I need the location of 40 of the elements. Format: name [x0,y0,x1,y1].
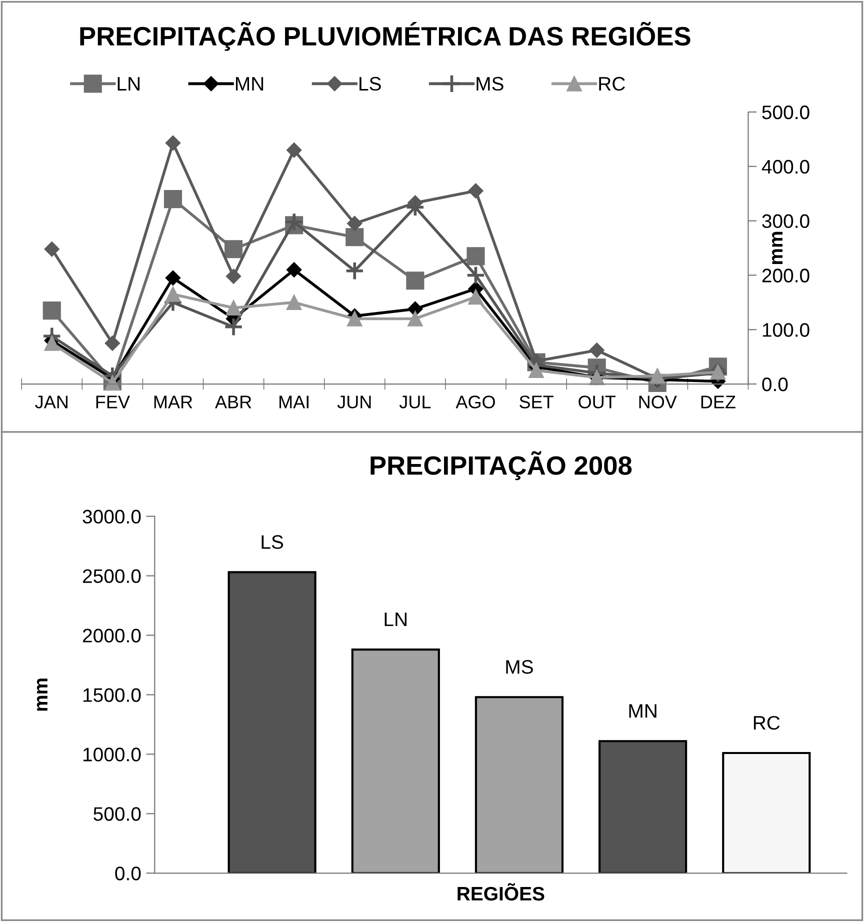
y-tick-label: 100.0 [762,323,810,337]
legend-label: MN [236,77,264,90]
x-tick-label: DEZ [701,396,736,408]
data-label: LN [384,612,406,626]
y-tick-label: 1000.0 [83,748,141,762]
y-tick-label: 3000.0 [82,510,141,524]
x-tick-label: MAR [154,396,192,408]
y-tick-label: 0.0 [762,377,788,392]
data-label: MN [629,704,656,718]
x-tick-label: NOV [639,396,677,408]
x-axis-title: REGIÕES [458,883,544,901]
y-axis-title: mm [772,232,782,264]
legend-label: LN [118,77,140,90]
x-tick-label: OUT [578,396,616,408]
x-tick-label: AGO [456,396,495,408]
chart-title: PRECIPITAÇÃO 2008 [370,451,632,480]
y-axis-title: mm [36,678,48,711]
y-tick-label: 500.0 [762,105,810,120]
y-tick-label: 1500.0 [83,688,141,702]
x-tick-label: MAI [280,396,308,408]
x-tick-label: JUL [399,396,431,408]
legend-label: RC [599,76,625,91]
legend-label: LS [360,76,381,91]
data-label: MS [506,660,533,674]
data-label: RC [754,716,780,730]
legend-label: MS [476,76,504,91]
chart-title: PRECIPITAÇÃO PLUVIOMÉTRICA DAS REGIÕES [80,22,690,51]
y-tick-label: 2000.0 [82,628,141,642]
data-label: LS [262,535,284,549]
y-tick-label: 300.0 [762,214,810,228]
x-tick-label: ABR [215,396,252,408]
y-tick-label: 200.0 [762,268,810,282]
x-tick-label: JAN [35,396,68,408]
y-tick-label: 400.0 [762,160,810,174]
y-tick-label: 2500.0 [82,569,141,584]
y-tick-label: 0.0 [115,866,141,880]
x-tick-label: JUN [337,396,371,408]
x-tick-label: SET [520,396,554,408]
y-tick-label: 500.0 [94,807,141,821]
x-tick-label: FEV [96,396,130,408]
